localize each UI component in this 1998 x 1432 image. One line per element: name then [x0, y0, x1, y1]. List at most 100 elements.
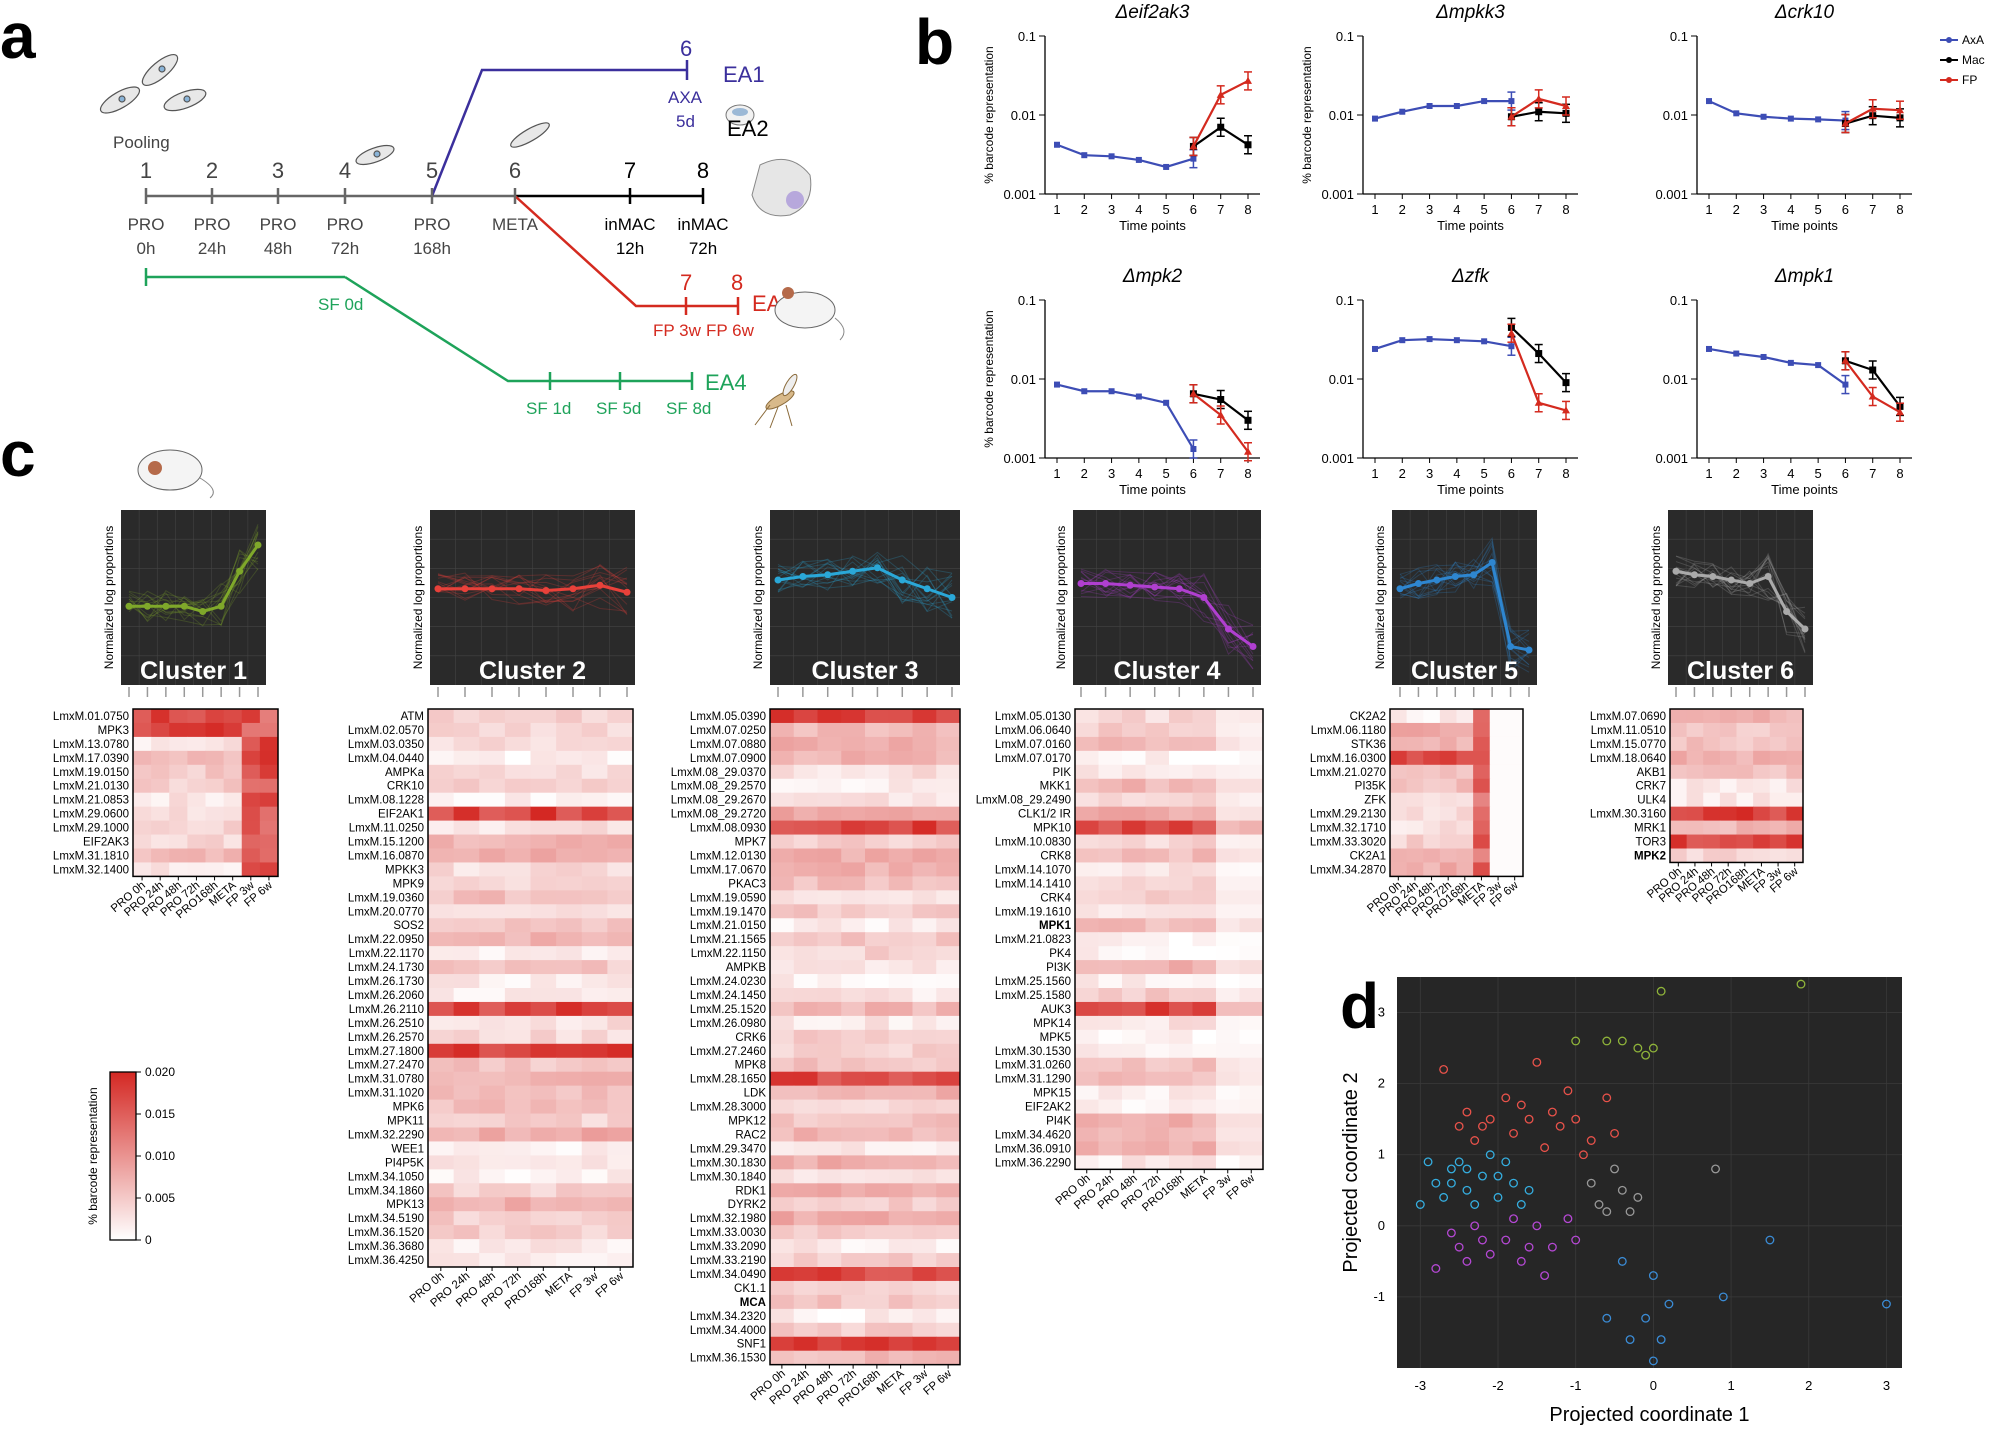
chart-title: Δcrk10 [1774, 2, 1835, 23]
heatmap-cell [770, 764, 795, 780]
heatmap-cell [912, 974, 937, 989]
heatmap-cell [223, 722, 243, 738]
scatter-point [1485, 1150, 1495, 1160]
heatmap-cell [1390, 792, 1408, 808]
trend-line-faint [1080, 571, 1254, 661]
heatmap-cell [1075, 946, 1099, 961]
heatmap-cell [793, 1057, 818, 1073]
heatmap-cell [453, 1239, 480, 1254]
scatter-point [1617, 1036, 1627, 1046]
heatmap-cell [607, 876, 634, 891]
heatmap-cell [1145, 1043, 1170, 1059]
gene-label: CRK8 [1040, 850, 1071, 862]
heatmap-cell [888, 1141, 913, 1156]
heatmap-cell [1473, 820, 1491, 836]
heatmap-cell [888, 778, 913, 794]
heatmap-cell [1075, 1029, 1099, 1045]
scatter-point [1656, 1335, 1666, 1345]
heatmap-cell [770, 1169, 795, 1184]
gene-label: LmxM.33.2190 [690, 1255, 766, 1267]
data-point-AxA [1481, 98, 1488, 105]
heatmap-cell [428, 862, 455, 877]
heatmap-cell [479, 750, 506, 766]
heatmap-cell [1075, 1001, 1099, 1017]
heatmap-cell [1169, 988, 1193, 1003]
heatmap-cell [1122, 764, 1146, 780]
y-tick-label: 0.001 [1003, 187, 1036, 202]
gene-label: MPK15 [1033, 1088, 1071, 1100]
scatter-point [1796, 979, 1806, 989]
cluster-title: Cluster 2 [479, 657, 586, 685]
heatmap-cell [1145, 1085, 1170, 1101]
heatmap-cell [556, 1127, 583, 1142]
heatmap-cell [865, 820, 890, 836]
heatmap-cell [912, 932, 937, 947]
trend-line-faint [437, 575, 628, 612]
heatmap-cell [556, 932, 583, 947]
heatmap-cell [504, 1099, 531, 1115]
heatmap-cell [479, 876, 506, 891]
heatmap-cell [817, 1294, 842, 1310]
heatmap-cell [1122, 736, 1146, 752]
heatmap-cell [1736, 764, 1754, 780]
heatmap-cell [841, 1197, 866, 1212]
scatter-point [1532, 1221, 1542, 1231]
heatmap-cell [607, 960, 634, 975]
heatmap-cell [1703, 778, 1721, 794]
heatmap-cell [817, 1155, 842, 1170]
heatmap-cell [581, 1043, 608, 1059]
heatmap-cell [556, 1183, 583, 1198]
scatter-point [1454, 1242, 1464, 1252]
heatmap-cell [817, 1336, 842, 1352]
heatmap-cell [912, 1099, 937, 1115]
heatmap-cell [936, 946, 961, 961]
pooling-label: Pooling [113, 133, 170, 152]
trend-line-faint [777, 557, 953, 619]
heatmap-cell [770, 904, 795, 919]
trend-mean-point [236, 567, 244, 575]
gene-label: EIF2AK1 [378, 809, 424, 821]
heatmap-cell [607, 862, 634, 877]
heatmap-cell [936, 1197, 961, 1212]
heatmap-cell [1122, 890, 1146, 905]
heatmap-cell [1719, 764, 1737, 780]
heatmap-cell [912, 904, 937, 919]
heatmap-cell [479, 960, 506, 975]
trend-mean-point [125, 602, 133, 610]
heatmap-cell [504, 1183, 531, 1198]
x-axis-label: Time points [1771, 482, 1838, 497]
heatmap-cell [841, 1169, 866, 1184]
heatmap-cell [1439, 736, 1457, 752]
heatmap-cell [556, 904, 583, 919]
heatmap-cell [1216, 1043, 1240, 1059]
heatmap-cell [936, 1211, 961, 1226]
gene-label: LmxM.06.1180 [1311, 725, 1386, 737]
heatmap-cell [888, 750, 913, 766]
scatter-point [1470, 1200, 1480, 1209]
heatmap-cell [817, 792, 842, 808]
heatmap-cell [151, 722, 170, 738]
trend-mean-point [1077, 580, 1085, 587]
heatmap-cell [1423, 834, 1441, 849]
heatmap-cell [1423, 764, 1441, 780]
heatmap-cell [1439, 834, 1457, 849]
heatmap-cell [793, 722, 818, 738]
heatmap-cell [581, 1141, 608, 1156]
heatmap-cell [1456, 722, 1474, 738]
heatmap-cell [770, 1336, 795, 1352]
gene-label: EIF2AK2 [1025, 1102, 1071, 1114]
trend-mean-point [1783, 608, 1791, 615]
heatmap-cell [479, 792, 506, 808]
heatmap-cell [1098, 932, 1123, 947]
heatmap-cell [1506, 736, 1524, 752]
gene-label: LmxM.24.1730 [348, 962, 424, 974]
heatmap-cell [1489, 792, 1507, 808]
gene-label: LmxM.07.0170 [995, 753, 1071, 765]
heatmap-cell [607, 904, 634, 919]
heatmap-cell [912, 1001, 937, 1017]
heatmap-cell [1239, 1141, 1264, 1156]
gene-label: MPK9 [393, 878, 424, 890]
heatmap-cell [1192, 1057, 1217, 1073]
gene-label: LmxM.31.0260 [995, 1060, 1071, 1072]
heatmap-cell [770, 1113, 795, 1128]
